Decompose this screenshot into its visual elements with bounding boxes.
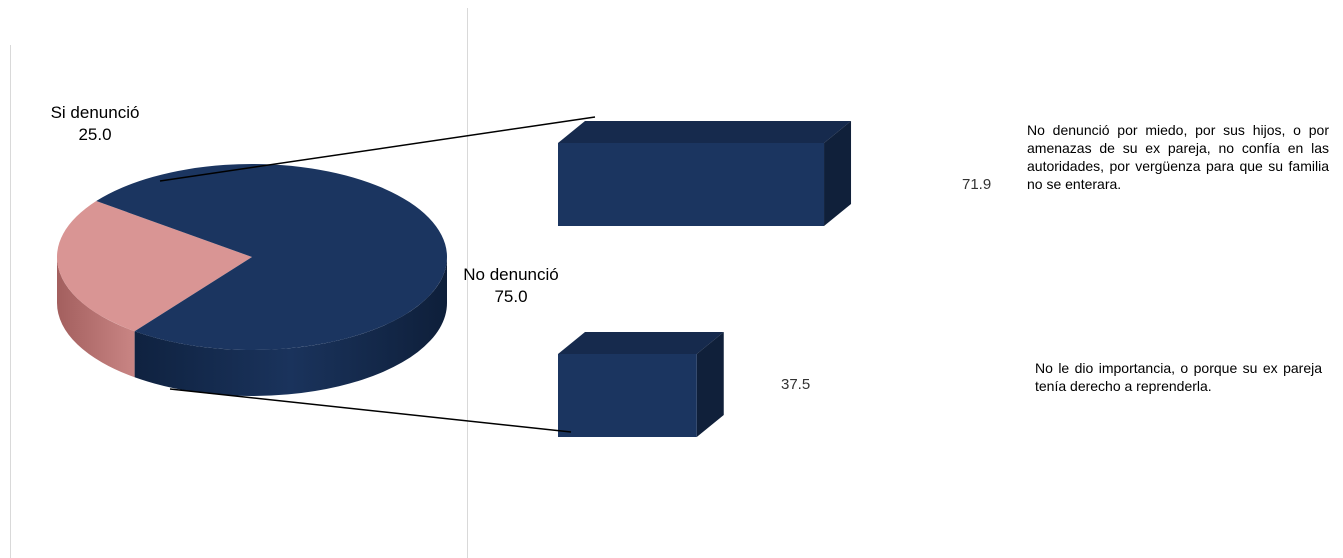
connector-line-top [159, 116, 596, 182]
pie-label-no: No denunció 75.0 [446, 264, 576, 308]
bar-category-label-1: No denunció por miedo, por sus hijos, o … [1027, 122, 1329, 192]
bar-side-2 [696, 332, 724, 437]
pie-label-si-category: Si denunció [50, 103, 140, 122]
bar-top-2 [558, 332, 724, 354]
bar-top-1 [558, 121, 852, 143]
pie-slice-2 [96, 164, 448, 350]
pie-label-no-value: 75.0 [494, 287, 528, 306]
middle-divider [467, 8, 468, 558]
pie-side-2 [134, 257, 448, 397]
bar-value-label-1: 71.9 [962, 176, 992, 193]
bar-2 [558, 354, 697, 437]
bar-value-label-2: 37.5 [781, 376, 811, 393]
bar-category-label-2: No le dio importancia, o porque su ex pa… [1035, 360, 1322, 394]
pie-slice-1 [56, 201, 252, 332]
connector-line-bottom [169, 388, 572, 433]
pie-label-no-category: No denunció [463, 265, 559, 284]
bar-side-1 [824, 121, 852, 226]
pie-side-1 [57, 257, 135, 378]
pie-label-si: Si denunció 25.0 [20, 102, 170, 146]
left-divider [10, 45, 11, 558]
pie-label-si-value: 25.0 [78, 125, 112, 144]
bar-1 [558, 143, 825, 226]
